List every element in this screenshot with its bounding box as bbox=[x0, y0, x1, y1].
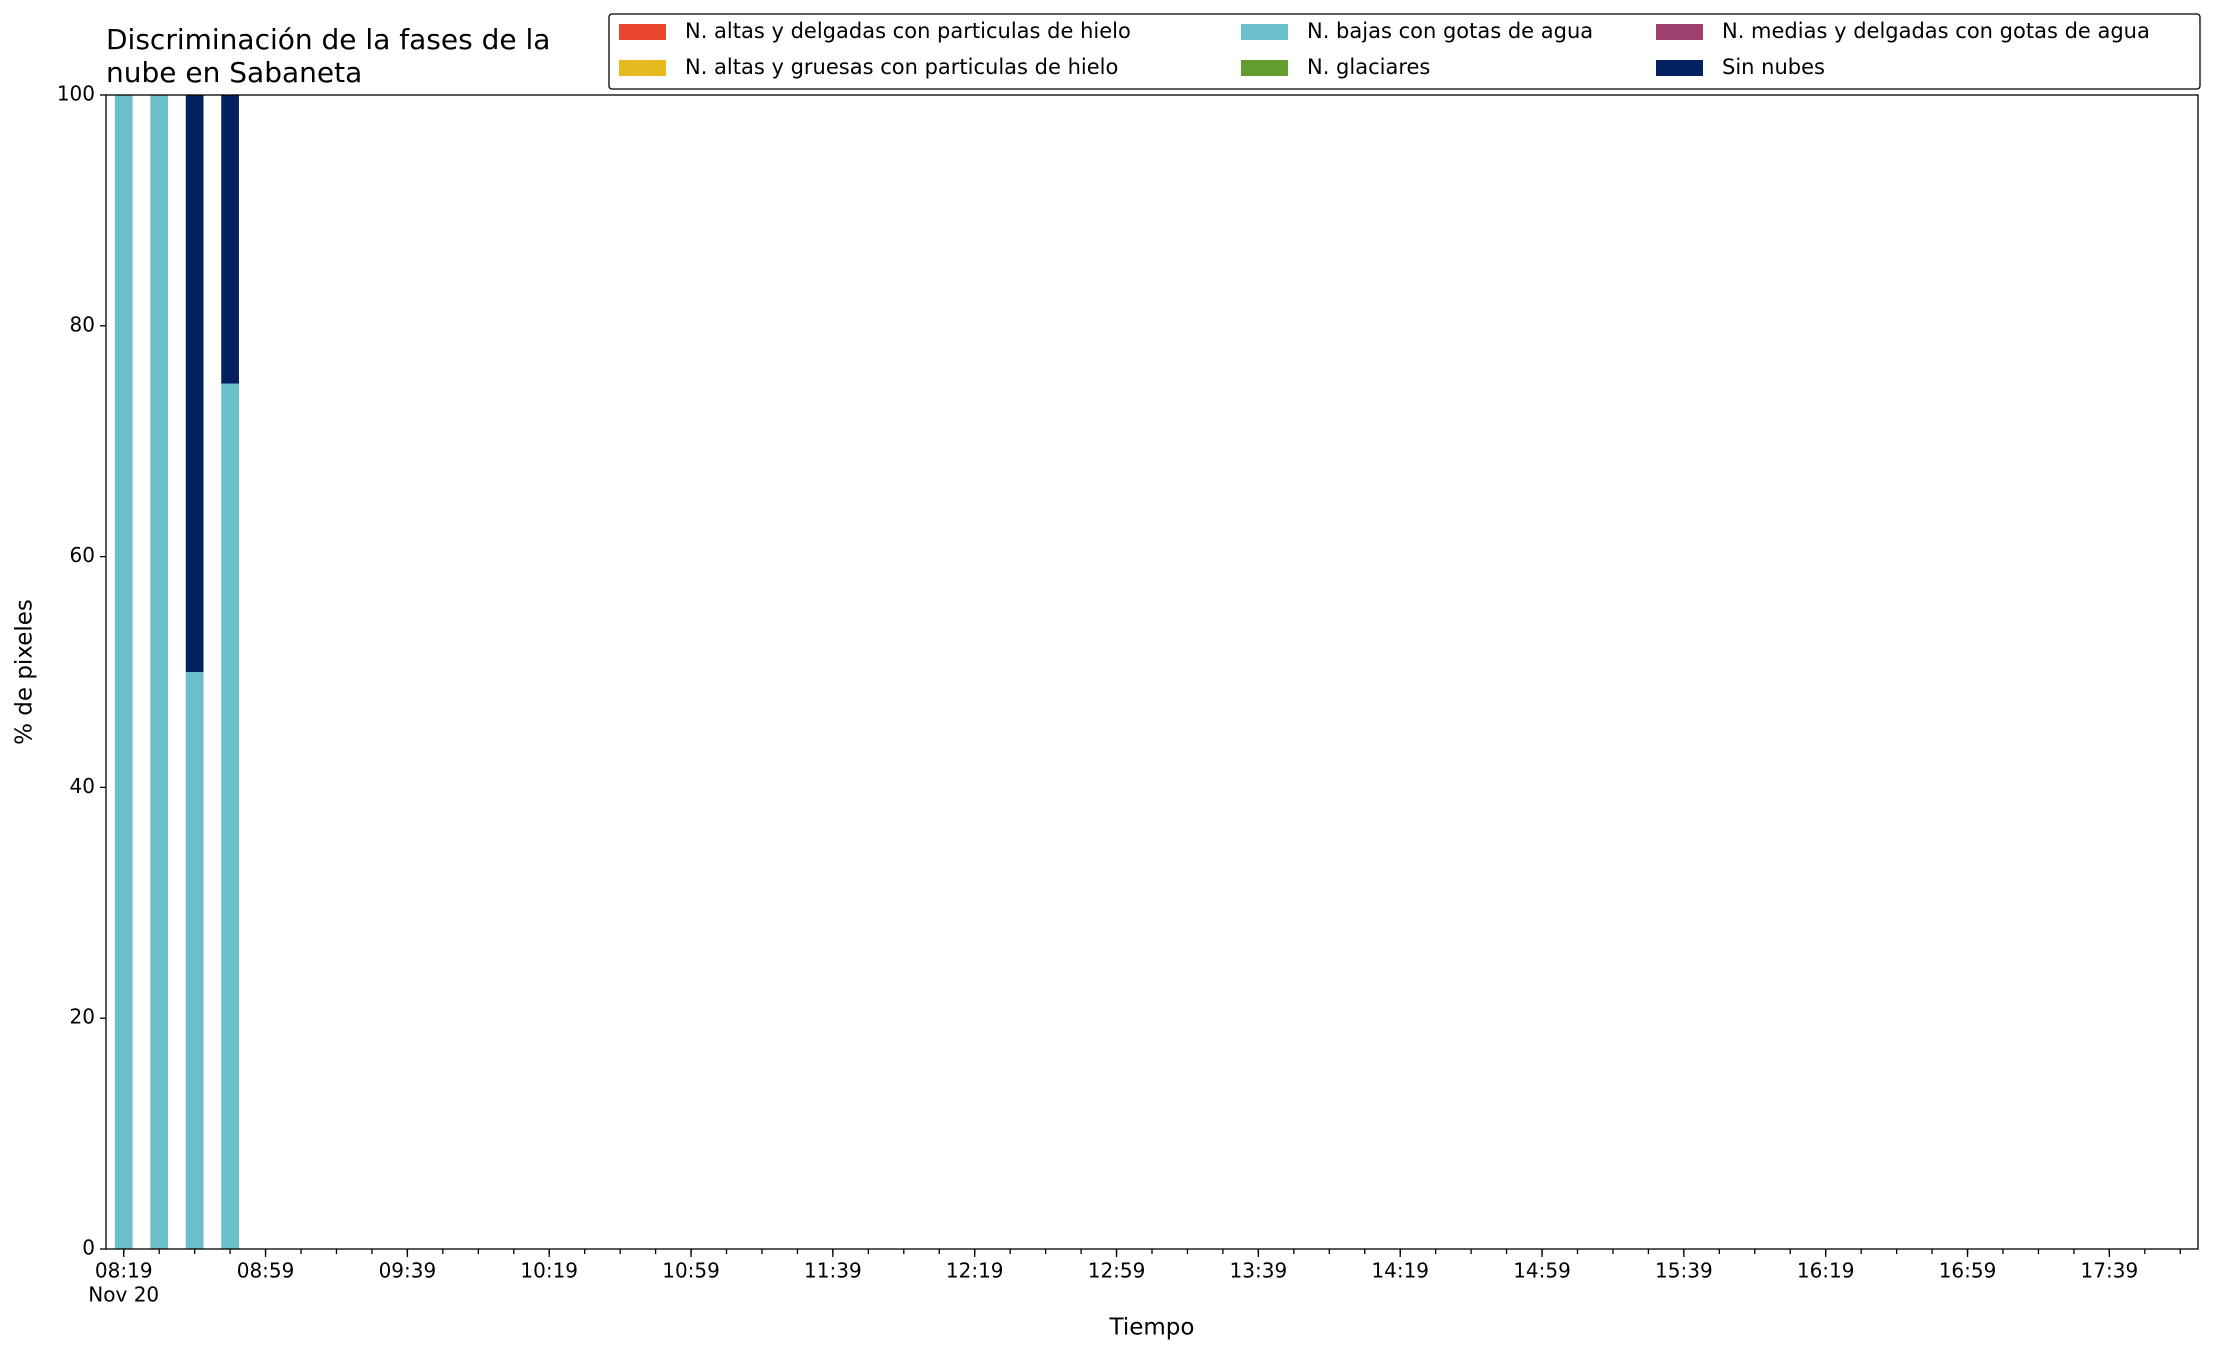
legend-swatch bbox=[1656, 24, 1703, 40]
y-tick-label: 100 bbox=[57, 82, 95, 106]
y-axis-label: % de pixeles bbox=[12, 599, 38, 745]
legend-label: N. medias y delgadas con gotas de agua bbox=[1722, 19, 2150, 43]
x-axis-label: Tiempo bbox=[1109, 1315, 1195, 1341]
legend-swatch bbox=[619, 60, 666, 76]
y-tick-label: 0 bbox=[82, 1236, 95, 1260]
y-tick-label: 20 bbox=[70, 1005, 95, 1029]
legend-label: N. altas y gruesas con particulas de hie… bbox=[685, 55, 1118, 79]
legend-label: N. bajas con gotas de agua bbox=[1307, 19, 1593, 43]
y-tick-label: 40 bbox=[70, 774, 95, 798]
legend-label: N. glaciares bbox=[1307, 55, 1430, 79]
bar bbox=[114, 95, 133, 1249]
x-tick-label: 12:59 bbox=[1088, 1259, 1146, 1283]
x-tick-label: 16:59 bbox=[1939, 1259, 1997, 1283]
x-tick-label: 10:19 bbox=[520, 1259, 578, 1283]
x-tick-label: 14:59 bbox=[1513, 1259, 1571, 1283]
bar bbox=[221, 383, 239, 1249]
x-tick-label: 09:39 bbox=[379, 1259, 437, 1283]
legend-swatch bbox=[1241, 24, 1288, 40]
legend-label: N. altas y delgadas con particulas de hi… bbox=[685, 19, 1131, 43]
x-date-label: Nov 20 bbox=[88, 1283, 159, 1307]
x-tick-label: 12:19 bbox=[946, 1259, 1004, 1283]
bar bbox=[150, 95, 169, 1249]
legend-label: Sin nubes bbox=[1722, 55, 1825, 79]
legend-box bbox=[608, 13, 2201, 90]
chart-title: Discriminación de la fases de la bbox=[106, 23, 550, 56]
chart-title: nube en Sabaneta bbox=[106, 56, 362, 89]
x-tick-label: 16:19 bbox=[1797, 1259, 1855, 1283]
x-tick-label: 17:39 bbox=[2081, 1259, 2139, 1283]
legend-swatch bbox=[1656, 60, 1703, 76]
legend-swatch bbox=[619, 24, 666, 40]
bar bbox=[185, 95, 204, 672]
x-tick-label: 08:59 bbox=[237, 1259, 295, 1283]
x-tick-label: 08:19 bbox=[95, 1259, 153, 1283]
legend-swatch bbox=[1241, 60, 1288, 76]
x-tick-label: 14:19 bbox=[1371, 1259, 1429, 1283]
x-tick-label: 10:59 bbox=[662, 1259, 720, 1283]
bar bbox=[221, 95, 239, 384]
x-tick-label: 15:39 bbox=[1655, 1259, 1713, 1283]
x-tick-label: 11:39 bbox=[804, 1259, 862, 1283]
plot-frame bbox=[105, 94, 2199, 1250]
x-tick-label: 13:39 bbox=[1230, 1259, 1288, 1283]
y-tick-label: 60 bbox=[70, 543, 95, 567]
bar bbox=[185, 672, 204, 1249]
y-tick-label: 80 bbox=[70, 312, 95, 336]
